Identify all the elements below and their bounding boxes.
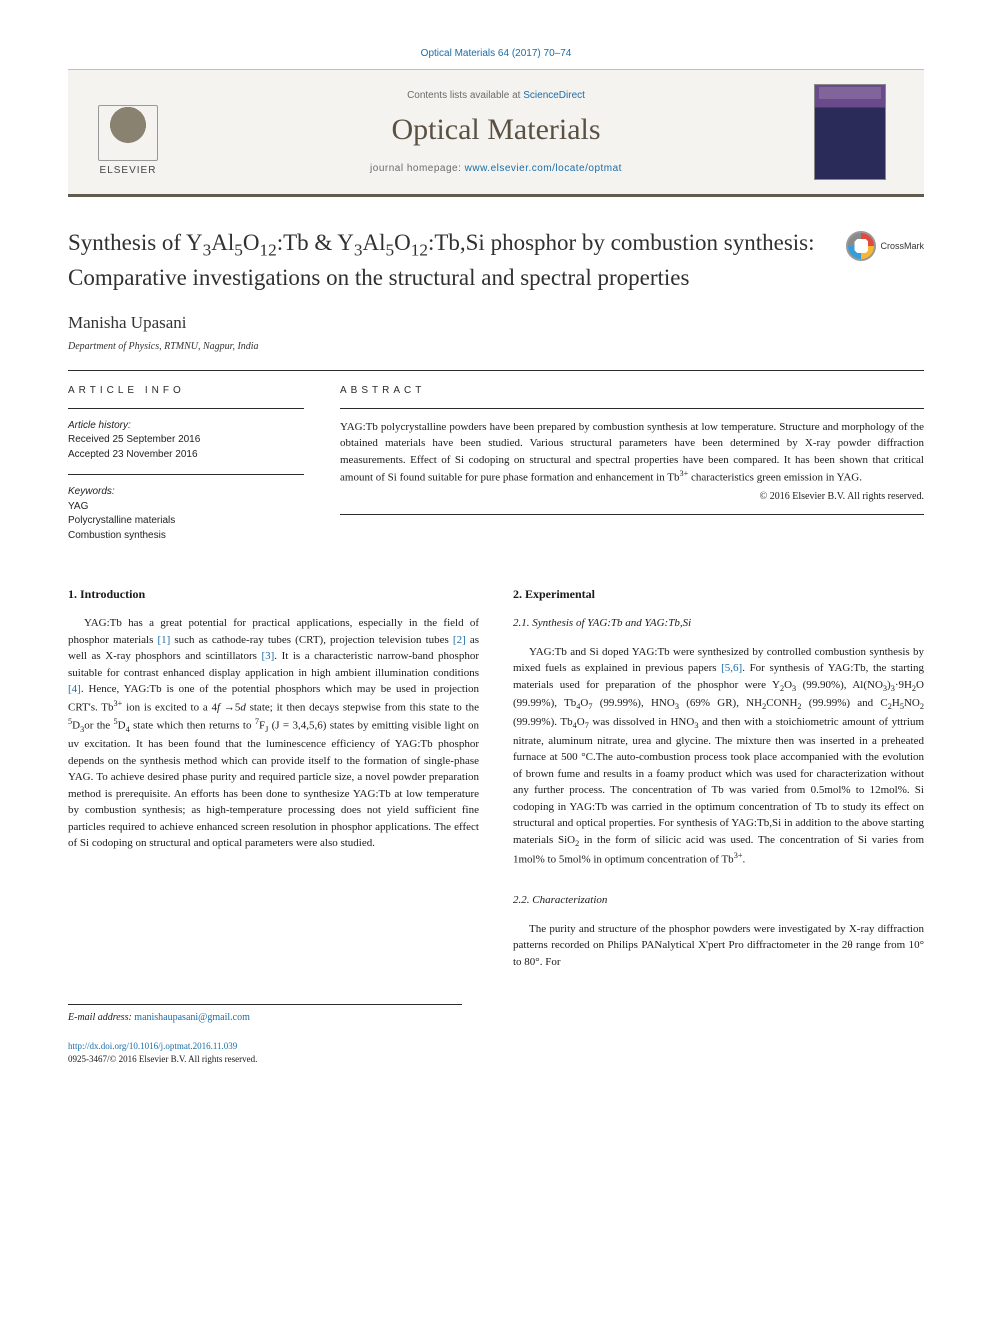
abstract-body: YAG:Tb polycrystalline powders have been… xyxy=(340,419,924,487)
email-label: E-mail address: xyxy=(68,1012,132,1023)
author-name: Manisha Upasani xyxy=(68,313,924,333)
article-body: 1. Introduction YAG:Tb has a great poten… xyxy=(68,585,924,970)
article-title: Synthesis of Y3Al5O12:Tb & Y3Al5O12:Tb,S… xyxy=(68,227,828,293)
divider-rule xyxy=(68,370,924,371)
keywords-label: Keywords: xyxy=(68,485,304,500)
abstract-copyright: © 2016 Elsevier B.V. All rights reserved… xyxy=(340,491,924,502)
homepage-prefix: journal homepage: xyxy=(370,163,465,174)
issn-copyright-line: 0925-3467/© 2016 Elsevier B.V. All right… xyxy=(68,1054,257,1064)
divider-rule xyxy=(68,408,304,409)
sciencedirect-link[interactable]: ScienceDirect xyxy=(523,90,585,101)
publisher-name: ELSEVIER xyxy=(100,165,157,176)
keyword-item: Polycrystalline materials xyxy=(68,514,304,529)
intro-paragraph: YAG:Tb has a great potential for practic… xyxy=(68,615,479,851)
article-history-label: Article history: xyxy=(68,419,304,434)
abstract-column: ABSTRACT YAG:Tb polycrystalline powders … xyxy=(340,385,924,544)
article-info-column: ARTICLE INFO Article history: Received 2… xyxy=(68,385,304,544)
crossmark-label: CrossMark xyxy=(880,241,924,251)
journal-homepage-line: journal homepage: www.elsevier.com/locat… xyxy=(190,163,802,174)
keyword-item: YAG xyxy=(68,500,304,515)
author-affiliation: Department of Physics, RTMNU, Nagpur, In… xyxy=(68,341,924,352)
abstract-label: ABSTRACT xyxy=(340,385,924,396)
article-info-label: ARTICLE INFO xyxy=(68,385,304,396)
accepted-date: Accepted 23 November 2016 xyxy=(68,448,304,463)
keyword-item: Combustion synthesis xyxy=(68,529,304,544)
divider-rule xyxy=(340,408,924,409)
divider-rule xyxy=(340,514,924,515)
received-date: Received 25 September 2016 xyxy=(68,433,304,448)
journal-header: ELSEVIER Contents lists available at Sci… xyxy=(68,69,924,197)
footer-block: E-mail address: manishaupasani@gmail.com… xyxy=(68,1004,462,1066)
elsevier-logo: ELSEVIER xyxy=(88,88,168,176)
author-email-link[interactable]: manishaupasani@gmail.com xyxy=(134,1012,250,1023)
journal-cover-thumbnail xyxy=(814,84,886,180)
characterization-heading: 2.2. Characterization xyxy=(513,892,924,909)
contents-available-line: Contents lists available at ScienceDirec… xyxy=(190,90,802,101)
divider-rule xyxy=(68,474,304,475)
doi-link[interactable]: http://dx.doi.org/10.1016/j.optmat.2016.… xyxy=(68,1041,237,1051)
intro-heading: 1. Introduction xyxy=(68,585,479,603)
journal-name: Optical Materials xyxy=(190,113,802,147)
crossmark-widget[interactable]: CrossMark xyxy=(846,231,924,261)
crossmark-icon xyxy=(846,231,876,261)
characterization-paragraph: The purity and structure of the phosphor… xyxy=(513,921,924,971)
experimental-heading: 2. Experimental xyxy=(513,585,924,603)
synthesis-heading: 2.1. Synthesis of YAG:Tb and YAG:Tb,Si xyxy=(513,615,924,632)
elsevier-tree-icon xyxy=(98,105,158,161)
synthesis-paragraph: YAG:Tb and Si doped YAG:Tb were synthesi… xyxy=(513,644,924,868)
journal-homepage-link[interactable]: www.elsevier.com/locate/optmat xyxy=(465,163,622,174)
citation-line: Optical Materials 64 (2017) 70–74 xyxy=(68,48,924,59)
contents-prefix: Contents lists available at xyxy=(407,90,523,101)
